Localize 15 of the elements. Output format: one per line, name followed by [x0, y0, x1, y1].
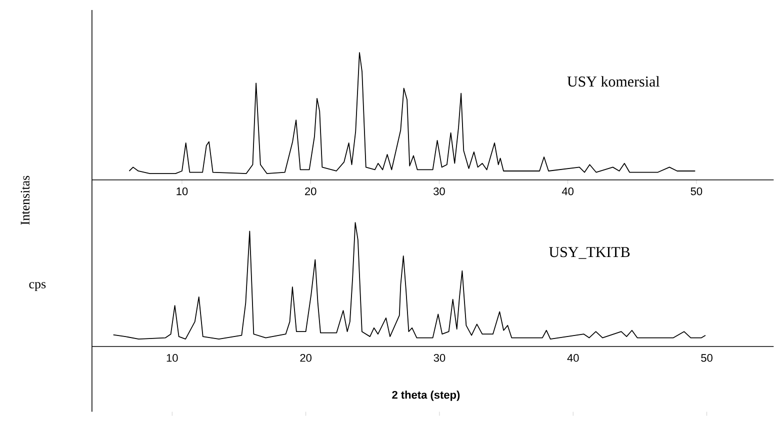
x-tick-label: 20 — [300, 354, 312, 362]
text: USY komersial — [567, 76, 660, 87]
y-axis-title: cps — [29, 282, 46, 292]
x-tick-label: 50 — [701, 354, 712, 362]
x-tick-label: 40 — [562, 188, 574, 196]
x-tick-label: 10 — [176, 188, 188, 196]
y-axis-title: Intensitas — [20, 176, 30, 225]
x-tick-label: 30 — [434, 354, 446, 362]
x-tick-label: 30 — [434, 188, 445, 196]
x-tick-label: 10 — [166, 354, 178, 362]
x-tick-label: 40 — [567, 354, 579, 362]
x-axis-title: 2 theta (step) — [392, 390, 460, 402]
x-tick-label: 50 — [690, 188, 702, 196]
x-tick-label: 20 — [305, 188, 316, 196]
text: USY_TKITB — [549, 247, 630, 259]
